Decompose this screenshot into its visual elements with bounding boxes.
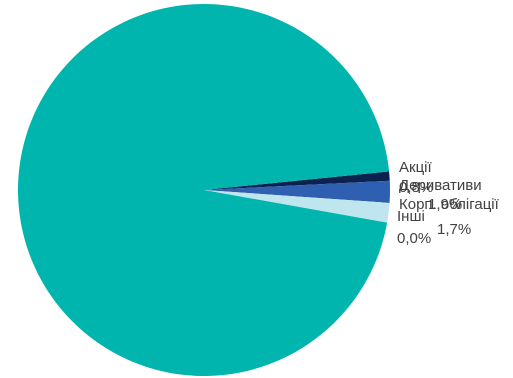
slice-label-other: Інші <box>397 208 425 225</box>
pie-slice-derivatives <box>204 180 390 203</box>
pie-slice-main <box>17 4 390 377</box>
slice-labels: Акції 0,8% Деривативи 1,9% Корп. облігац… <box>397 159 500 247</box>
slice-value-other: 0,0% <box>397 230 431 247</box>
slice-label-derivatives: Деривативи <box>399 177 482 194</box>
pie-slice-stocks <box>204 171 390 190</box>
pie-slices <box>17 4 390 377</box>
slice-value-corp-bonds: 1,7% <box>437 221 471 238</box>
slice-label-stocks: Акції <box>399 159 432 176</box>
slice-value-derivatives: 1,9% <box>428 196 462 213</box>
slice-label-corp-bonds: Корп. облігації <box>399 196 500 213</box>
pie-slice-corp-bonds <box>204 190 390 223</box>
slice-value-stocks: 0,8% <box>399 179 433 196</box>
